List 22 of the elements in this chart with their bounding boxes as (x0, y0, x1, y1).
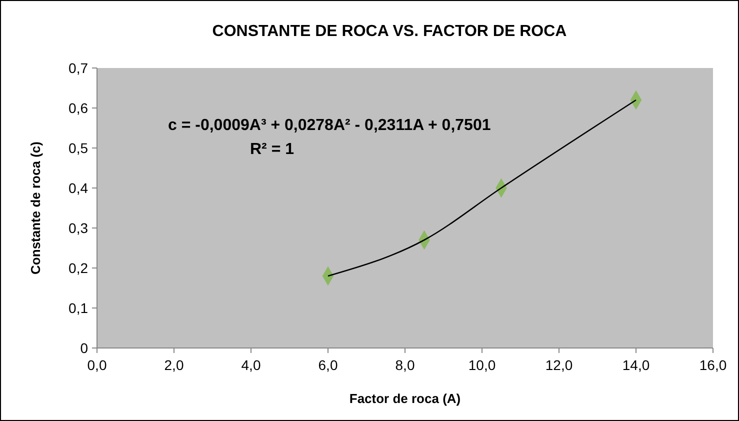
y-tick-label: 0,1 (68, 300, 88, 316)
x-tick-label: 6,0 (318, 357, 338, 373)
y-tick-label: 0,6 (68, 100, 88, 116)
annotation: c = -0,0009A³ + 0,0278A² - 0,2311A + 0,7501 (168, 117, 491, 134)
x-tick-label: 8,0 (395, 357, 415, 373)
y-tick-label: 0,7 (68, 60, 88, 76)
y-tick-label: 0,3 (68, 220, 88, 236)
y-tick-label: 0,2 (68, 260, 88, 276)
annotation: R² = 1 (250, 141, 294, 158)
y-tick-label: 0,5 (68, 140, 88, 156)
chart-title: CONSTANTE DE ROCA VS. FACTOR DE ROCA (212, 23, 568, 40)
x-tick-label: 4,0 (241, 357, 261, 373)
x-tick-label: 10,0 (468, 357, 496, 373)
x-tick-label: 0,0 (87, 357, 107, 373)
x-tick-label: 12,0 (545, 357, 573, 373)
x-tick-label: 2,0 (164, 357, 184, 373)
y-tick-label: 0,4 (68, 180, 88, 196)
y-axis-title: Constante de roca (c) (28, 142, 43, 274)
y-tick-label: 0 (80, 340, 88, 356)
x-tick-label: 16,0 (699, 357, 727, 373)
x-axis-title: Factor de roca (A) (349, 391, 461, 406)
x-tick-label: 14,0 (622, 357, 650, 373)
